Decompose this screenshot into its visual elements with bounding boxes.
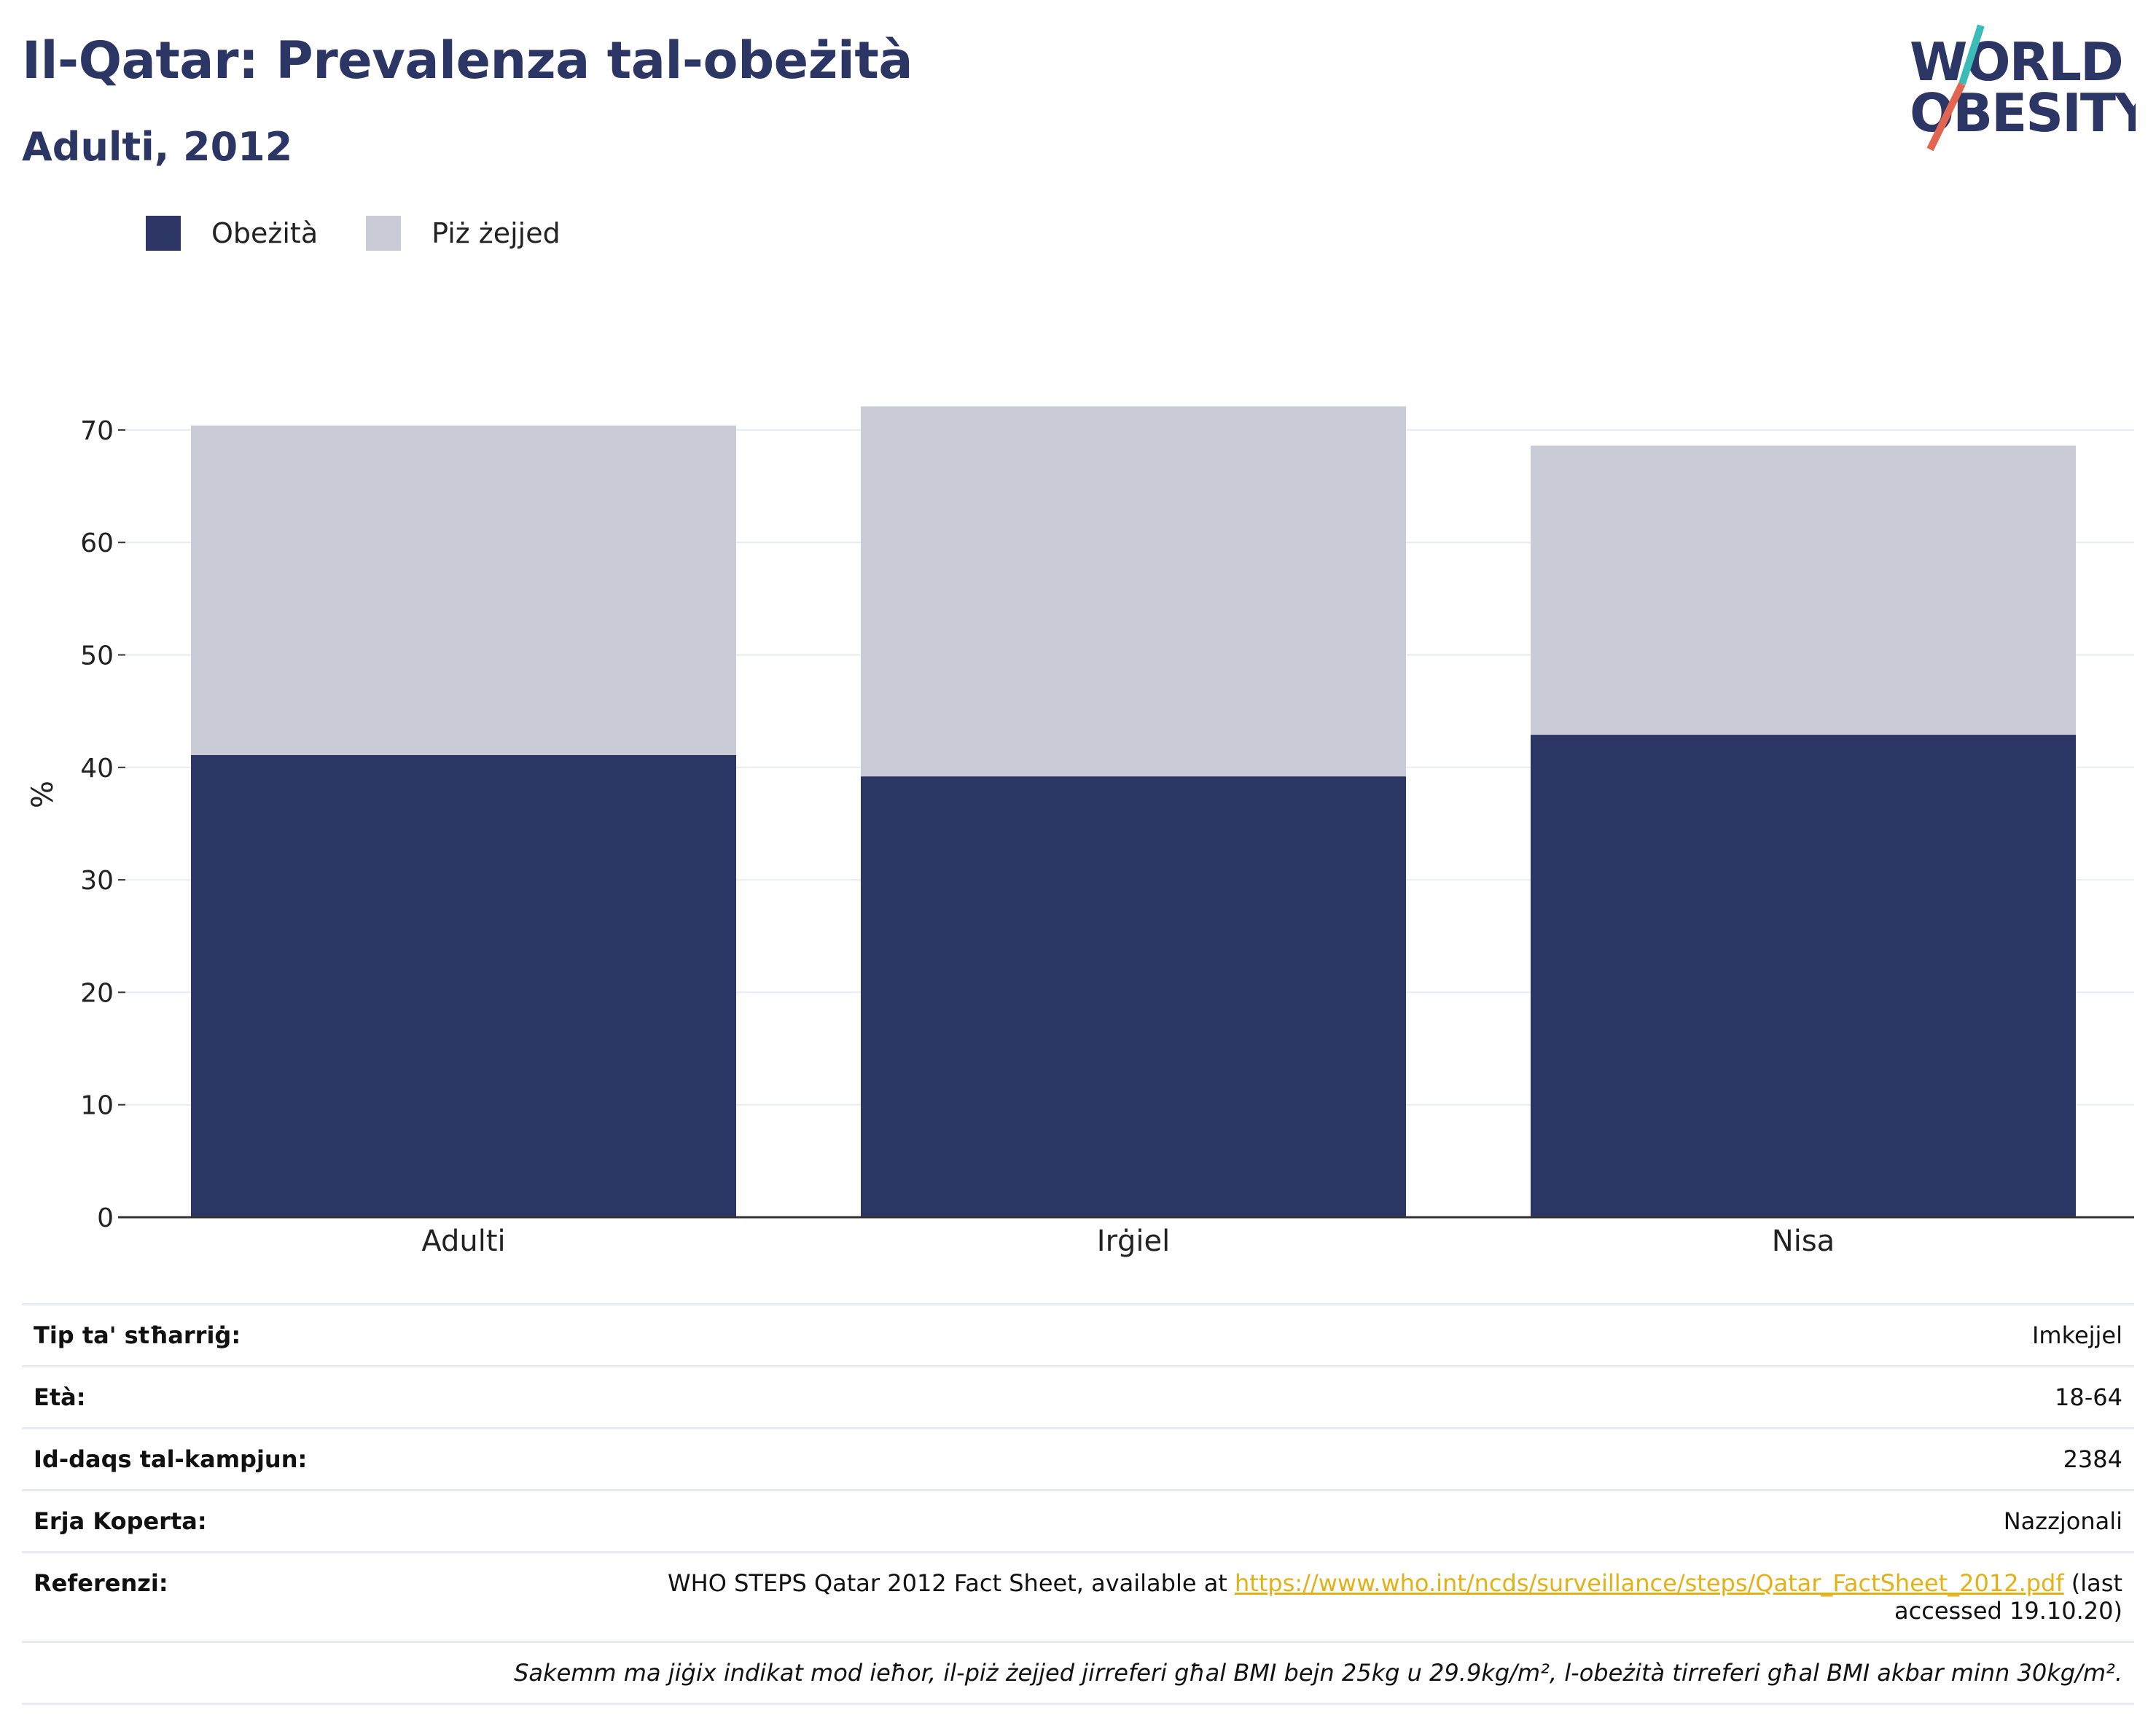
y-tick-label: 0 (97, 1203, 114, 1233)
legend-item-obesity[interactable]: Obeżità (146, 216, 318, 251)
meta-row-survey-type: Tip ta' stħarriġ: Imkejjel (22, 1303, 2134, 1367)
logo-line2: OBESITY (1910, 82, 2136, 144)
bar-overweight-1 (191, 425, 736, 755)
legend-item-overweight[interactable]: Piż żejjed (366, 216, 561, 251)
bar-obesity-3 (1531, 735, 2076, 1217)
meta-key: Erja Koperta: (22, 1489, 555, 1553)
meta-row-area-covered: Erja Koperta: Nazzjonali (22, 1489, 2134, 1553)
bar-obesity-2 (861, 776, 1406, 1217)
meta-value: 18-64 (555, 1365, 2134, 1429)
survey-details-table: Tip ta' stħarriġ: Imkejjel Età: 18-64 Id… (22, 1303, 2134, 1705)
meta-value: 2384 (555, 1427, 2134, 1491)
legend: Obeżità Piż żejjed (146, 216, 609, 251)
meta-key: Età: (22, 1365, 555, 1429)
x-tick-label: Nisa (1772, 1225, 1835, 1258)
x-axis-labels: Adulti Irġiel Nisa (421, 1225, 1835, 1258)
legend-label-overweight: Piż żejjed (431, 217, 561, 249)
legend-label-obesity: Obeżità (211, 217, 319, 249)
y-tick-label: 10 (80, 1091, 114, 1121)
world-obesity-logo: WORLD OBESITY (1910, 24, 2136, 152)
bars (191, 406, 2076, 1217)
meta-row-note: Sakemm ma jiġix indikat mod ieħor, il-pi… (22, 1641, 2134, 1705)
meta-row-sample-size: Id-daqs tal-kampjun: 2384 (22, 1427, 2134, 1491)
chart-subtitle: Adulti, 2012 (22, 124, 293, 170)
meta-row-reference: Referenzi: WHO STEPS Qatar 2012 Fact She… (22, 1551, 2134, 1642)
y-tick-label: 60 (80, 528, 114, 558)
logo-slash-bottom (1926, 82, 1966, 152)
y-axis-title: % (26, 781, 60, 808)
meta-key: Referenzi: (22, 1551, 555, 1642)
meta-row-age: Età: 18-64 (22, 1365, 2134, 1429)
meta-value: Imkejjel (555, 1303, 2134, 1367)
meta-value: Nazzjonali (555, 1489, 2134, 1553)
y-tick-label: 20 (80, 978, 114, 1008)
definition-note: Sakemm ma jiġix indikat mod ieħor, il-pi… (22, 1641, 2134, 1705)
bar-obesity-1 (191, 754, 736, 1217)
legend-swatch-obesity (146, 216, 181, 251)
bar-overweight-3 (1531, 445, 2076, 735)
y-tick-label: 30 (80, 866, 114, 896)
logo-line1: WORLD (1910, 31, 2122, 93)
meta-value: WHO STEPS Qatar 2012 Fact Sheet, availab… (555, 1551, 2134, 1642)
stacked-bar-chart: 0 10 20 30 40 50 60 70 Adulti Irġiel Nisa % (26, 406, 2134, 1258)
reference-suffix: (last accessed 19.10.20) (1894, 1569, 2122, 1625)
legend-swatch-overweight (366, 216, 402, 251)
y-axis-ticks: 0 10 20 30 40 50 60 70 (80, 416, 125, 1233)
meta-key: Tip ta' stħarriġ: (22, 1303, 555, 1367)
y-tick-label: 40 (80, 754, 114, 784)
x-tick-label: Irġiel (1097, 1225, 1170, 1258)
x-tick-label: Adulti (421, 1225, 505, 1258)
logo-slash-top (1958, 24, 1985, 85)
y-tick-label: 70 (80, 416, 114, 446)
reference-prefix: WHO STEPS Qatar 2012 Fact Sheet, availab… (668, 1569, 1235, 1597)
chart-title: Il-Qatar: Prevalenza tal-obeżità (22, 31, 913, 90)
reference-link[interactable]: https://www.who.int/ncds/surveillance/st… (1235, 1569, 2064, 1597)
meta-key: Id-daqs tal-kampjun: (22, 1427, 555, 1491)
y-tick-label: 50 (80, 641, 114, 671)
bar-overweight-2 (861, 406, 1406, 777)
